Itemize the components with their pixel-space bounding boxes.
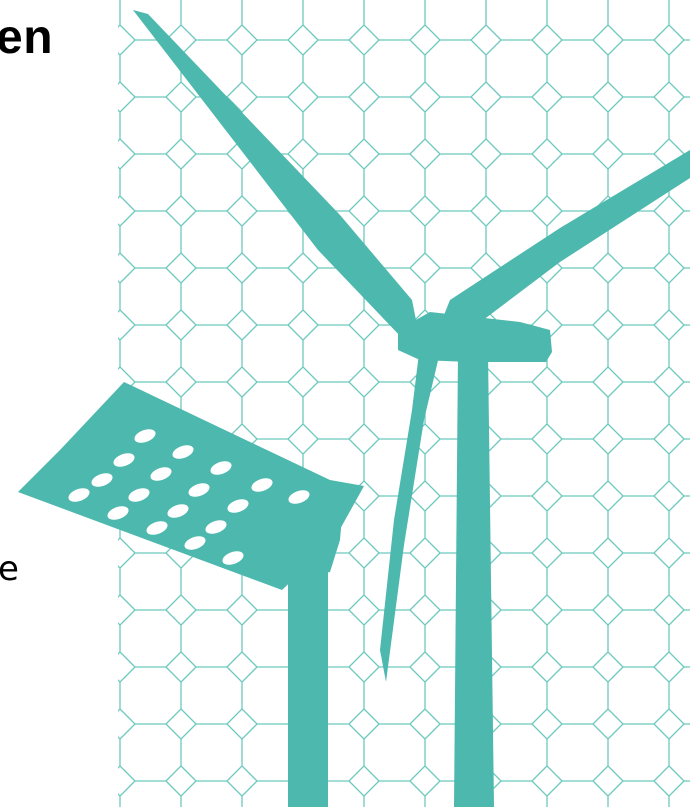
solar-panel [18, 382, 364, 807]
solar-cell-dots [68, 429, 310, 565]
solar-panel-board [18, 382, 364, 590]
turbine-nacelle [398, 312, 552, 362]
turbine-blade-upper-left [133, 10, 418, 338]
slide-title-fragment: en [0, 11, 54, 64]
turbine-blade-upper-right [440, 150, 690, 330]
wind-turbine [133, 10, 690, 807]
solar-panel-post [288, 560, 328, 807]
octagon-grid-background [118, 0, 690, 807]
turbine-blade-lower [380, 345, 440, 682]
slide-body-text-fragment: e [0, 549, 19, 589]
turbine-tower [454, 352, 494, 807]
